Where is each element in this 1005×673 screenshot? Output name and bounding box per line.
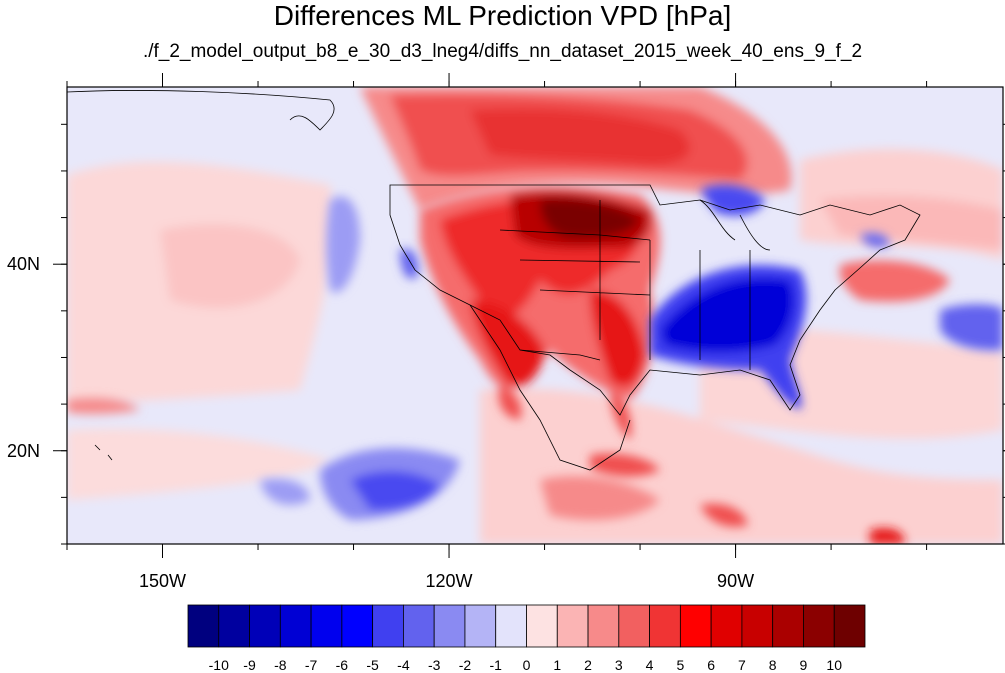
colorbar [187,604,866,648]
colorbar-label: -4 [397,657,410,673]
colorbar-label: 9 [799,657,808,673]
colorbar-swatch [587,604,620,648]
colorbar-swatch [310,604,343,648]
colorbar-swatch [649,604,681,648]
plot-frame [66,86,1004,545]
colorbar-label: 4 [645,657,654,673]
colorbar-swatch [279,604,312,648]
colorbar-label: 3 [614,657,623,673]
colorbar-swatch [556,604,589,648]
colorbar-label: 10 [826,657,843,673]
colorbar-label: 1 [553,657,562,673]
colorbar-swatch [372,604,404,648]
colorbar-swatch [218,604,250,648]
colorbar-swatch [618,604,650,648]
chart-subtitle: ./f_2_model_output_b8_e_30_d3_lneg4/diff… [142,41,863,62]
colorbar-swatch [249,604,281,648]
colorbar-swatch [464,604,497,648]
colorbar-swatch [803,604,835,648]
colorbar-swatch [741,604,774,648]
colorbar-swatch [341,604,374,648]
colorbar-swatch [526,604,558,648]
colorbar-label: -3 [427,657,441,673]
y-tick-label: 40N [6,254,40,275]
colorbar-label: -5 [366,657,379,673]
colorbar-swatch [679,604,712,648]
coastline-lines [67,90,921,471]
colorbar-label: -10 [208,657,229,673]
map-field [67,87,1003,544]
colorbar-label: -7 [304,657,318,673]
colorbar-label: -9 [243,657,256,673]
colorbar-swatch [403,604,435,648]
field-light-pink [67,149,1003,544]
field-southeast-blue [260,184,1003,520]
colorbar-label: -6 [335,657,349,673]
colorbar-swatch [433,604,466,648]
colorbar-label: -2 [458,657,472,673]
colorbar-label: 6 [707,657,716,673]
colorbar-label: -1 [489,657,502,673]
colorbar-swatch [187,604,220,648]
colorbar-label: 5 [676,657,685,673]
x-tick-label: 120W [425,571,473,591]
chart-title: Differences ML Prediction VPD [hPa] [273,0,732,31]
colorbar-label: -8 [274,657,287,673]
colorbar-swatch [772,604,804,648]
field-northern-plume [360,87,792,210]
y-tick-label: 20N [6,440,40,461]
field-red-spots [67,260,950,544]
x-tick-label: 150W [138,571,187,591]
colorbar-swatch [710,604,743,648]
colorbar-label: 2 [584,657,592,673]
x-tick-label: 90W [717,571,755,591]
colorbar-swatch [495,604,527,648]
colorbar-label: 0 [522,657,531,673]
colorbar-label: 7 [738,657,746,673]
colorbar-label: 8 [768,657,777,673]
colorbar-swatch [833,604,866,648]
